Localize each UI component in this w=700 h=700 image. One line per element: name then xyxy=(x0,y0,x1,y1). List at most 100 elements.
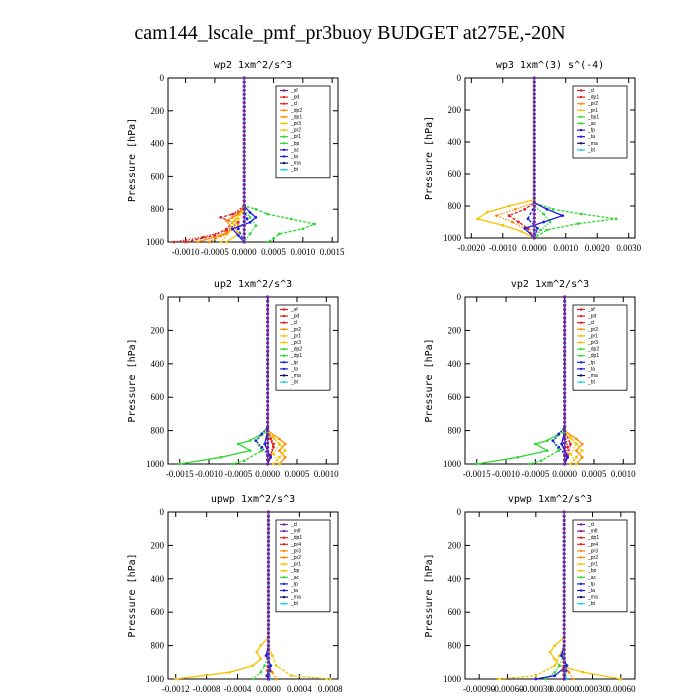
chart4-zero-marker xyxy=(563,458,567,462)
chart3-zero-marker xyxy=(266,295,270,299)
chart5-legend-marker xyxy=(282,589,286,592)
chart4-zero-marker xyxy=(563,362,567,366)
chart1-series-pr2 xyxy=(225,76,246,244)
chart6-zero-marker xyxy=(562,627,566,631)
chart5-xtick-label: 0.0004 xyxy=(287,684,312,694)
chart5-zero-marker xyxy=(266,610,271,614)
chart2-legend-label: _cl xyxy=(587,88,594,94)
chart6-zero-marker xyxy=(562,652,566,656)
chart5-legend-label: _dp1 xyxy=(290,535,302,541)
chart5-zero-marker xyxy=(266,652,271,656)
chart2-zero-marker xyxy=(532,80,536,84)
chart6-zero-marker xyxy=(562,648,566,652)
chart2-zero-marker xyxy=(532,180,536,184)
chart3-series-line xyxy=(179,297,269,465)
chart6-zero-marker xyxy=(562,644,566,648)
chart5-ylabel: Pressure [hPa] xyxy=(127,553,138,637)
chart6-zero-marker xyxy=(562,527,566,531)
chart6-zero-marker xyxy=(562,673,566,677)
chart4-data-point xyxy=(580,442,584,446)
chart4-legend-label: _tp xyxy=(587,360,595,366)
chart4-legend-label: _cl xyxy=(587,320,594,326)
chart1-legend-marker xyxy=(282,142,286,145)
chart1-zero-marker xyxy=(242,84,246,88)
chart5-ytick-label: 200 xyxy=(151,540,165,550)
chart2-data-point xyxy=(495,214,498,218)
chart6-ytick-label: 800 xyxy=(448,641,462,651)
chart1-zero-marker xyxy=(242,162,246,166)
chart5-ytick-label: 600 xyxy=(151,607,165,617)
chart4-zero-marker xyxy=(563,312,567,316)
chart1-legend: _sf_pd_cl_dp2_dp1_pr3_pr2_pr1_bp_ac_ta_m… xyxy=(275,85,331,179)
panels-group: wp2 1xm^2/s^3 Pressure [hPa] 0 200 400 600 800… xyxy=(127,60,642,694)
chart4-zero-marker xyxy=(563,324,567,328)
chart1-data-point xyxy=(219,240,223,244)
chart1-data-point xyxy=(184,240,188,244)
chart3-legend-label: _dp1 xyxy=(290,353,302,359)
chart1-zero-marker xyxy=(242,232,246,236)
chart3-data-point xyxy=(272,435,275,439)
chart5-ytick-label: 1000 xyxy=(146,674,165,684)
chart3-ytick-label: 800 xyxy=(151,426,165,436)
chart2-data-point xyxy=(476,217,479,221)
chart2-zero-marker xyxy=(532,116,536,120)
chart4-zero-marker xyxy=(563,433,567,437)
chart5-zero-marker xyxy=(266,639,271,644)
chart3-data-point xyxy=(231,462,234,466)
chart4-zero-marker xyxy=(563,320,567,324)
chart6-zero-marker xyxy=(562,598,566,602)
chart4-zero-marker xyxy=(563,391,567,395)
chart6-zero-marker xyxy=(562,589,566,593)
chart4-xtick-label: 0.0000 xyxy=(552,469,577,479)
chart2-legend-box xyxy=(572,85,628,159)
chart5-data-point xyxy=(251,664,255,667)
chart2-data-point xyxy=(526,217,530,221)
chart6-legend-marker xyxy=(579,549,583,553)
chart2-data-point xyxy=(614,217,618,221)
chart3-plot-frame xyxy=(167,296,339,465)
chart4-data-point xyxy=(575,449,578,452)
chart3-xtick-label: 0.0010 xyxy=(314,469,339,479)
chart2-zero-marker xyxy=(532,228,536,232)
chart4-zero-marker xyxy=(563,420,567,424)
chart5-data-point xyxy=(259,657,263,661)
chart1-xtick-label: 0.0005 xyxy=(261,247,286,257)
chart1-zero-marker xyxy=(242,166,246,170)
chart1-zero-marker xyxy=(242,170,246,174)
chart1-series-line xyxy=(208,78,245,243)
chart2-legend-label: _pr1 xyxy=(587,108,598,114)
chart5-legend-label: _pr4 xyxy=(290,542,301,548)
chart5-data-point xyxy=(251,677,255,681)
chart4-zero-marker xyxy=(563,387,567,391)
chart2-data-point xyxy=(551,207,555,211)
chart4-zero-marker xyxy=(563,383,567,387)
chart2-zero-marker xyxy=(532,164,536,168)
chart3-zero-marker xyxy=(266,454,270,458)
chart1-series-pr1 xyxy=(242,76,317,244)
chart4-legend-marker xyxy=(579,334,583,338)
chart4-legend-box xyxy=(572,304,628,391)
chart1-data-point xyxy=(248,211,252,214)
chart6-legend-label: _pr1 xyxy=(587,562,598,568)
chart4-data-point xyxy=(528,462,531,466)
chart3-zero-marker xyxy=(266,408,270,412)
chart4-zero-marker xyxy=(563,353,567,358)
chart5-legend: _cl_mfl_dp1_pr4_pr3_pr2_pr1_bp_ac_tp_ta_… xyxy=(275,519,331,613)
chart3-zero-marker xyxy=(266,349,270,353)
chart4-zero-marker xyxy=(563,408,567,412)
chart1-xtick-label: -0.0010 xyxy=(172,247,200,257)
chart1-data-point xyxy=(301,227,305,231)
chart2-zero-marker xyxy=(532,136,536,140)
chart3-legend-label: _pr1 xyxy=(290,333,301,339)
chart5-zero-marker xyxy=(266,531,271,535)
chart3-zero-marker xyxy=(266,441,270,445)
chart1-data-point xyxy=(236,220,240,224)
chart3-legend-label: _pd xyxy=(290,314,300,320)
chart5-legend-marker xyxy=(282,602,286,605)
chart4-zero-marker xyxy=(563,395,567,399)
chart3-data-point xyxy=(260,449,264,452)
chart3-ytick-label: 1000 xyxy=(146,459,165,469)
chart3-zero-marker xyxy=(266,437,270,441)
chart3-xtick-label: -0.0010 xyxy=(195,469,223,479)
chart4-zero-marker xyxy=(563,370,567,374)
